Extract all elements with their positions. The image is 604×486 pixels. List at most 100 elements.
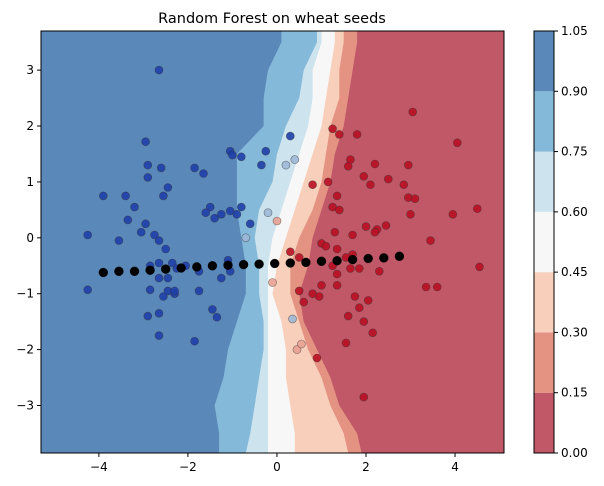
point-s1-26 [370, 227, 380, 237]
point-s1-27 [330, 227, 340, 237]
colorbar-tick-label: 0.15 [561, 386, 588, 400]
colorbar-segment [534, 151, 554, 212]
point-s0-44 [205, 202, 215, 212]
point-s0-1 [141, 137, 150, 146]
colorbar: 0.00 0.15 0.30 0.45 0.60 0.75 0.90 1.05 [533, 24, 588, 460]
point-s1-2 [328, 124, 337, 134]
point-s1-11 [383, 174, 393, 184]
colorbar-tick-label: 0.60 [561, 205, 588, 219]
point-s1-24 [381, 221, 391, 230]
colorbar-tick-label: 0.45 [561, 265, 588, 279]
y-tick-label: 1 [26, 175, 34, 189]
point-s1-46 [332, 280, 342, 290]
point-s4-11 [269, 258, 280, 269]
point-s4-10 [254, 259, 264, 269]
point-s4-15 [332, 255, 342, 266]
point-s4-3 [145, 265, 155, 275]
point-s4-13 [301, 257, 311, 268]
x-tick-label: −4 [90, 460, 108, 474]
point-s1-56 [299, 297, 309, 307]
point-s0-9 [130, 202, 139, 212]
point-s2-0 [241, 233, 251, 243]
point-s0-51 [237, 152, 246, 162]
colorbar-tick-label: 0.90 [561, 84, 588, 98]
point-s1-41 [432, 282, 442, 292]
point-s1-28 [348, 230, 357, 240]
point-s2-1 [290, 155, 300, 164]
x-tick-label: 0 [273, 460, 281, 474]
colorbar-segment [534, 91, 554, 152]
scatter-points [83, 65, 484, 402]
colorbar-segment [534, 332, 554, 393]
point-s0-13 [150, 230, 159, 240]
point-s1-3 [334, 130, 344, 139]
point-s0-26 [145, 285, 155, 295]
point-s1-50 [343, 311, 353, 321]
point-s4-16 [347, 254, 358, 265]
point-s1-58 [285, 247, 295, 257]
point-s0-25 [83, 285, 92, 295]
point-s0-52 [237, 202, 246, 212]
point-s0-12 [136, 227, 146, 237]
colorbar-segment [534, 272, 554, 333]
plot-frame [40, 30, 505, 454]
point-s0-30 [170, 286, 179, 296]
point-s4-19 [394, 251, 405, 262]
y-tick-label: 3 [26, 63, 34, 77]
point-s1-52 [368, 328, 378, 338]
point-s4-4 [160, 264, 171, 274]
colorbar-segment [534, 31, 554, 92]
point-s1-55 [312, 353, 322, 363]
point-s1-18 [448, 210, 458, 219]
point-s1-43 [317, 280, 326, 290]
point-s0-42 [190, 163, 199, 173]
point-s0-4 [156, 163, 166, 173]
point-s2-4 [288, 314, 297, 324]
y-tick-label: 2 [26, 119, 34, 133]
point-s1-22 [334, 205, 344, 215]
point-s4-1 [114, 266, 124, 277]
point-s0-43 [199, 169, 208, 178]
point-s3-0 [272, 216, 282, 226]
point-s3-2 [297, 339, 306, 349]
x-tick-label: 4 [451, 460, 459, 474]
point-s0-7 [121, 191, 130, 201]
point-s0-6 [159, 191, 168, 201]
point-s1-14 [308, 180, 317, 189]
point-s1-48 [354, 303, 364, 313]
point-s2-3 [263, 208, 273, 217]
point-s0-2 [143, 160, 153, 170]
point-s1-32 [332, 244, 342, 254]
point-s0-18 [154, 258, 164, 268]
point-s1-42 [475, 262, 484, 272]
point-s0-31 [154, 308, 164, 318]
point-s0-23 [163, 273, 173, 283]
point-s0-14 [114, 236, 124, 245]
colorbar-segment [534, 392, 554, 453]
point-s0-3 [143, 173, 153, 182]
colorbar-tick-label: 0.30 [561, 325, 588, 339]
chart-title: Random Forest on wheat seeds [158, 11, 386, 27]
point-s0-11 [141, 219, 150, 229]
point-s1-37 [346, 264, 355, 273]
colorbar-segment [534, 211, 554, 273]
point-s0-34 [190, 336, 199, 346]
point-s0-37 [194, 286, 204, 296]
point-s0-55 [261, 146, 271, 156]
y-axis: −3 −2 −1 0 1 2 3 [16, 63, 41, 412]
point-s4-8 [223, 260, 233, 270]
point-s0-8 [99, 191, 108, 201]
point-s1-13 [332, 191, 342, 201]
decision-regions [41, 31, 504, 453]
point-s1-49 [363, 296, 373, 305]
point-s4-14 [316, 256, 327, 267]
point-s0-32 [143, 311, 153, 321]
point-s1-39 [374, 266, 384, 276]
point-s3-1 [292, 345, 302, 354]
colorbar-tick-label: 0.75 [561, 145, 588, 159]
point-s1-4 [352, 130, 362, 139]
x-tick-label: −2 [179, 460, 197, 474]
point-s0-38 [217, 273, 226, 283]
point-s4-6 [192, 262, 202, 272]
point-s0-24 [154, 273, 164, 283]
